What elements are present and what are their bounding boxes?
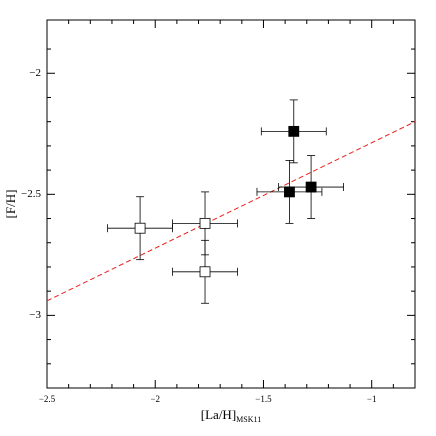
x-tick-label: −1.5 [255,394,272,404]
plot-frame [46,19,416,389]
y-tick-label: −2.5 [21,188,41,200]
y-tick-label: −3 [29,309,41,321]
point [288,125,300,137]
x-axis-label: [La/H]MSK11 [201,407,261,424]
x-label-sub: MSK11 [236,415,261,424]
point [199,217,211,229]
x-tick-label: −2.5 [39,394,56,404]
y-tick-label: −2 [29,67,41,79]
point [134,222,146,234]
point [199,266,211,278]
point [305,181,317,193]
point [284,186,295,198]
x-tick-label: −2 [150,394,160,404]
x-label-main: [La/H] [201,407,236,422]
fit-line [46,121,416,302]
x-tick-label: −1 [367,394,377,404]
y-axis-label: [F/H] [3,190,18,219]
